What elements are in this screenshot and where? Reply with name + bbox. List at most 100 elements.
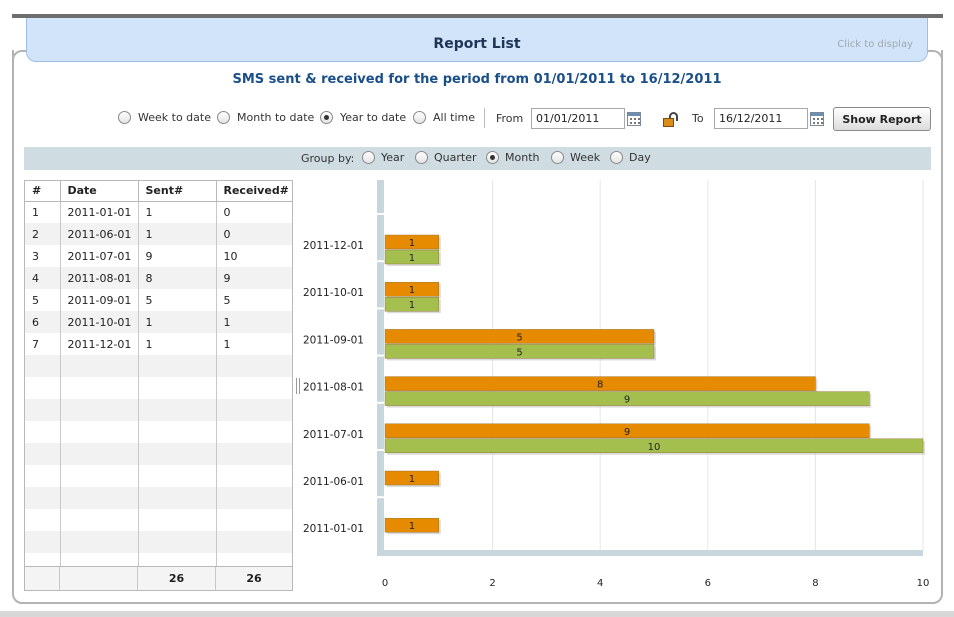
column-header-date[interactable]: Date: [60, 181, 139, 202]
cell-received: 9: [216, 267, 292, 289]
period-option-month-to-date[interactable]: Month to date: [217, 111, 314, 124]
totals-blank: [25, 567, 60, 590]
data-label: 1: [409, 474, 415, 485]
group-option-label: Month: [505, 151, 540, 164]
column-header-sent[interactable]: Sent#: [138, 181, 217, 202]
x-tick-label: 6: [705, 578, 711, 589]
bar-sent: [384, 518, 439, 533]
table-header-row: # Date Sent# Received#: [25, 181, 292, 202]
y-tick-label: 2011-10-01: [303, 287, 364, 299]
period-option-all-time[interactable]: All time: [413, 111, 475, 124]
cell-sent: 1: [138, 311, 217, 333]
data-label: 9: [624, 395, 630, 406]
table-row[interactable]: 3 2011-07-01 9 10: [25, 245, 292, 267]
x-tick-label: 0: [382, 578, 388, 589]
y-tick-label: 2011-08-01: [303, 382, 364, 394]
cell-date: 2011-07-01: [60, 245, 139, 267]
radio-quarter[interactable]: [415, 151, 428, 164]
bar-sent: [384, 423, 870, 439]
bar-received: [384, 438, 924, 453]
splitter-handle[interactable]: [296, 378, 300, 394]
cell-date: 2011-01-01: [60, 201, 139, 223]
group-option-year[interactable]: Year: [362, 151, 404, 164]
y-tick-label: 2011-07-01: [303, 429, 364, 441]
period-option-week-to-date[interactable]: Week to date: [118, 111, 211, 124]
cell-sent: 1: [138, 223, 217, 245]
table-totals-row: 26 26: [25, 566, 292, 590]
bar-sent: [384, 281, 439, 297]
group-option-day[interactable]: Day: [610, 151, 651, 164]
cell-sent: 8: [138, 267, 217, 289]
from-date-input[interactable]: 01/01/2011: [531, 108, 625, 129]
radio-year[interactable]: [362, 151, 375, 164]
unlock-icon[interactable]: [663, 112, 681, 128]
data-label: 5: [516, 347, 522, 358]
x-tick-label: 8: [812, 578, 818, 589]
y-axis-band: [377, 180, 384, 556]
radio-week-to-date[interactable]: [118, 111, 131, 124]
cell-sent: 1: [138, 333, 217, 355]
empty-row: [25, 377, 292, 399]
bar-sent: [384, 234, 439, 250]
cell-index: 4: [25, 267, 61, 289]
click-to-display-link[interactable]: Click to display: [837, 39, 913, 50]
group-option-week[interactable]: Week: [551, 151, 600, 164]
group-option-month[interactable]: Month: [486, 151, 539, 164]
cell-date: 2011-10-01: [60, 311, 139, 333]
data-label: 1: [409, 300, 415, 311]
cell-received: 0: [216, 223, 292, 245]
cell-sent: 5: [138, 289, 217, 311]
y-axis-tick: [377, 260, 384, 263]
empty-row: [25, 399, 292, 421]
radio-day[interactable]: [610, 151, 623, 164]
x-tick-label: 4: [597, 578, 603, 589]
from-label: From: [496, 112, 524, 125]
table-row[interactable]: 7 2011-12-01 1 1: [25, 333, 292, 355]
x-axis-band: [384, 550, 923, 556]
period-option-year-to-date[interactable]: Year to date: [320, 111, 406, 124]
table-row[interactable]: 4 2011-08-01 8 9: [25, 267, 292, 289]
table-row[interactable]: 5 2011-09-01 5 5: [25, 289, 292, 311]
table-row[interactable]: 1 2011-01-01 1 0: [25, 201, 292, 223]
to-date-input[interactable]: 16/12/2011: [714, 108, 808, 129]
radio-year-to-date[interactable]: [320, 111, 333, 124]
y-tick-label: 2011-06-01: [303, 476, 364, 488]
report-panel: [12, 50, 943, 604]
top-rule: [12, 14, 943, 18]
cell-index: 7: [25, 333, 61, 355]
cell-date: 2011-12-01: [60, 333, 139, 355]
bar-sent: [384, 329, 655, 344]
group-option-label: Quarter: [434, 151, 477, 164]
empty-row: [25, 487, 292, 509]
empty-row: [25, 509, 292, 531]
from-calendar-icon[interactable]: [627, 112, 641, 126]
empty-row: [25, 465, 292, 487]
y-axis-tick: [377, 449, 384, 451]
table-row[interactable]: 6 2011-10-01 1 1: [25, 311, 292, 333]
radio-month[interactable]: [486, 151, 499, 164]
bar-received: [384, 344, 655, 359]
show-report-button[interactable]: Show Report: [833, 107, 931, 131]
to-calendar-icon[interactable]: [810, 112, 824, 126]
data-label: 5: [516, 332, 522, 343]
radio-week[interactable]: [551, 151, 564, 164]
data-label: 8: [597, 380, 603, 391]
column-header-received[interactable]: Received#: [216, 181, 292, 202]
cell-index: 5: [25, 289, 61, 311]
cell-sent: 9: [138, 245, 217, 267]
table-row[interactable]: 2 2011-06-01 1 0: [25, 223, 292, 245]
cell-received: 5: [223, 293, 231, 307]
panel-title: Report List: [433, 36, 521, 52]
data-label: 1: [409, 238, 415, 249]
bar-received: [384, 391, 870, 406]
bar-sent: [384, 376, 816, 391]
group-option-quarter[interactable]: Quarter: [415, 151, 477, 164]
column-header-index[interactable]: #: [25, 181, 61, 202]
cell-received: 10: [223, 249, 238, 263]
panel-header[interactable]: Report List Click to display: [26, 18, 928, 62]
radio-month-to-date[interactable]: [217, 111, 230, 124]
y-axis-tick: [377, 213, 384, 215]
sms-bar-chart: 0 2 4 6 8 10 2011-12-01 1 1 2011-10-01 1 1 2011-09-0…: [303, 180, 929, 589]
table-body: 1 2011-01-01 1 0 2 2011-06-01 1 0 3 2011-07-01 9…: [25, 201, 292, 575]
radio-all-time[interactable]: [413, 111, 426, 124]
